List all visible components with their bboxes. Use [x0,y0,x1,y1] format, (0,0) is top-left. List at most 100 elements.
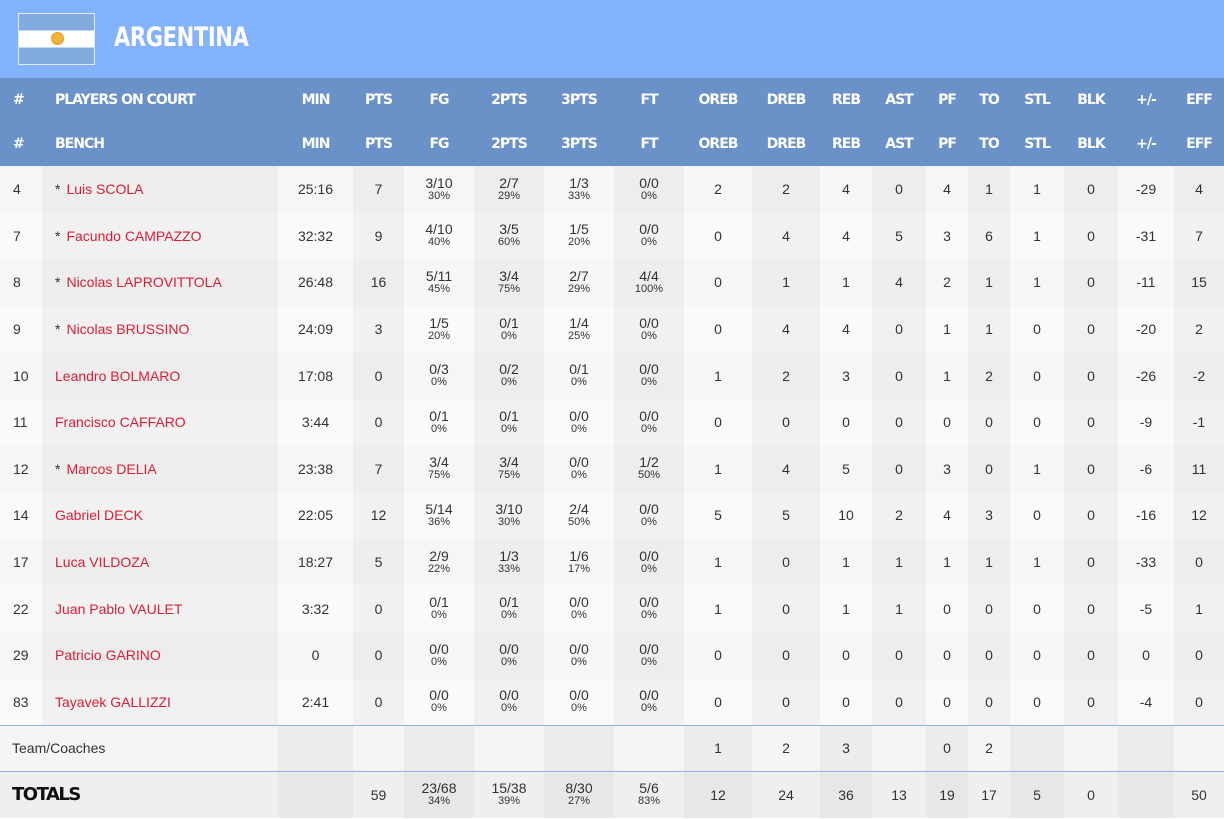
column-header-eff[interactable]: EFF [1174,122,1224,166]
column-header-ft[interactable]: FT [614,122,684,166]
cell-reb: 5 [820,445,872,493]
totals-row: TOTALS 59 23/68 34% 15/38 39% 8/30 27% 5/6 83% 12 2… [0,771,1224,819]
cell-eff: 15 [1174,259,1224,306]
cell-pm: -29 [1118,166,1174,213]
cell-ast: 0 [872,305,926,353]
column-header-eff[interactable]: EFF [1174,78,1224,122]
column-header-stl[interactable]: STL [1010,122,1064,166]
cell-pts: 9 [353,212,404,260]
player-name-link[interactable]: Nicolas LAPROVITTOLA [66,274,222,291]
made-attempted: 2/7 [499,174,519,191]
player-name-link[interactable]: Tayavek GALLIZZI [55,693,171,710]
cell-stl: 0 [1010,678,1064,726]
cell-oreb: 1 [684,538,752,586]
column-header-pf[interactable]: PF [926,122,968,166]
cell-dreb: 5 [752,492,820,539]
player-name-cell[interactable]: Gabriel DECK [42,492,278,539]
player-name-cell[interactable]: * Nicolas LAPROVITTOLA [42,259,278,306]
column-header-blk[interactable]: BLK [1064,78,1118,122]
column-header-p3[interactable]: 3PTS [544,122,614,166]
percentage: 30% [427,189,451,202]
column-header-no[interactable]: # [0,78,42,122]
player-name-link[interactable]: Gabriel DECK [55,507,143,524]
player-name-cell[interactable]: Francisco CAFFARO [42,398,278,446]
column-header-reb[interactable]: REB [820,122,872,166]
made-attempted: 3/10 [425,174,453,191]
player-name-cell[interactable]: * Luis SCOLA [42,166,278,213]
made-attempted: 0/1 [499,594,519,611]
player-name-cell[interactable]: * Nicolas BRUSSINO [42,305,278,353]
column-header-dreb[interactable]: DREB [752,78,820,122]
cell-reb: 3 [820,724,872,772]
made-attempted: 0/0 [639,500,659,517]
player-name-link[interactable]: Francisco CAFFARO [55,414,186,431]
cell-to: 0 [968,445,1010,493]
made-attempted: 0/0 [639,407,659,424]
player-name-cell[interactable]: Luca VILDOZA [42,538,278,586]
team-banner: ARGENTINA [0,0,1224,78]
player-name-link[interactable]: Luca VILDOZA [55,554,150,571]
column-header-pts[interactable]: PTS [353,122,404,166]
column-header-dreb[interactable]: DREB [752,122,820,166]
column-header-oreb[interactable]: OREB [684,78,752,122]
player-name-link[interactable]: Nicolas BRUSSINO [66,321,190,338]
percentage: 0% [571,376,587,389]
cell-p2: 3/10 30% [474,492,544,539]
player-name-cell[interactable]: Tayavek GALLIZZI [42,678,278,726]
player-row: 17 Luca VILDOZA 18:27 5 2/9 22% 1/3 33% 1/6 17% 0/… [0,538,1224,586]
cell-eff: 2 [1174,305,1224,353]
player-name-cell[interactable]: Juan Pablo VAULET [42,585,278,632]
player-name-cell[interactable]: Leandro BOLMARO [42,352,278,399]
column-header-min[interactable]: MIN [278,122,353,166]
column-header-fg[interactable]: FG [404,122,474,166]
player-name-link[interactable]: Luis SCOLA [66,181,144,198]
player-name-link[interactable]: Leandro BOLMARO [55,367,181,384]
cell-pts: 0 [353,398,404,446]
player-name-cell[interactable]: * Facundo CAMPAZZO [42,212,278,260]
column-header-ast[interactable]: AST [872,122,926,166]
column-header-to[interactable]: TO [968,122,1010,166]
cell-pf: 3 [926,212,968,260]
cell-ast: 0 [872,352,926,399]
cell-no: 83 [0,678,42,726]
column-header-pts[interactable]: PTS [353,78,404,122]
column-header-ast[interactable]: AST [872,78,926,122]
cell-fg: 23/68 34% [404,771,474,819]
column-header-to[interactable]: TO [968,78,1010,122]
cell-ast: 4 [872,259,926,306]
player-name-link[interactable]: Marcos DELIA [66,460,157,477]
column-header-min[interactable]: MIN [278,78,353,122]
column-header-oreb[interactable]: OREB [684,122,752,166]
cell-min: 3:44 [278,398,353,446]
cell-reb: 0 [820,678,872,726]
made-attempted: 3/5 [499,221,519,238]
column-header-name[interactable]: PLAYERS ON COURT [42,78,278,122]
column-header-name[interactable]: BENCH [42,122,278,166]
column-header-fg[interactable]: FG [404,78,474,122]
column-header-pm[interactable]: +/- [1118,78,1174,122]
cell-ast: 1 [872,585,926,632]
column-header-p2[interactable]: 2PTS [474,78,544,122]
column-header-p2[interactable]: 2PTS [474,122,544,166]
column-header-reb[interactable]: REB [820,78,872,122]
cell-ast: 13 [872,771,926,819]
column-header-pf[interactable]: PF [926,78,968,122]
player-row: 11 Francisco CAFFARO 3:44 0 0/1 0% 0/1 0% 0/0 0% 0… [0,398,1224,446]
player-name-link[interactable]: Facundo CAMPAZZO [66,227,202,244]
player-name-link[interactable]: Juan Pablo VAULET [55,600,183,617]
made-attempted: 1/3 [499,547,519,564]
column-header-stl[interactable]: STL [1010,78,1064,122]
percentage: 75% [497,469,521,482]
column-header-p3[interactable]: 3PTS [544,78,614,122]
column-header-no[interactable]: # [0,122,42,166]
column-header-blk[interactable]: BLK [1064,122,1118,166]
cell-no: 9 [0,305,42,353]
column-header-ft[interactable]: FT [614,78,684,122]
cell-min: 22:05 [278,492,353,539]
column-header-pm[interactable]: +/- [1118,122,1174,166]
cell-ft: 0/0 0% [614,585,684,632]
player-name-cell[interactable]: * Marcos DELIA [42,445,278,493]
percentage: 75% [427,469,451,482]
player-name-link[interactable]: Patricio GARINO [55,647,161,664]
player-name-cell[interactable]: Patricio GARINO [42,631,278,679]
